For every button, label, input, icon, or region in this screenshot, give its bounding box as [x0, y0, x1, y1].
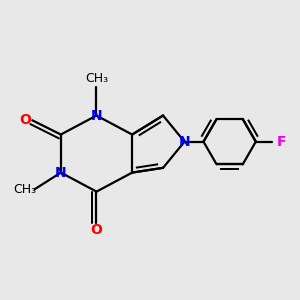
Text: CH₃: CH₃ — [14, 183, 37, 196]
Text: N: N — [55, 166, 67, 180]
Text: CH₃: CH₃ — [85, 72, 108, 85]
Text: O: O — [19, 113, 31, 127]
Text: N: N — [91, 109, 102, 122]
Text: O: O — [91, 223, 102, 237]
Text: F: F — [277, 135, 287, 149]
Text: N: N — [179, 135, 190, 149]
